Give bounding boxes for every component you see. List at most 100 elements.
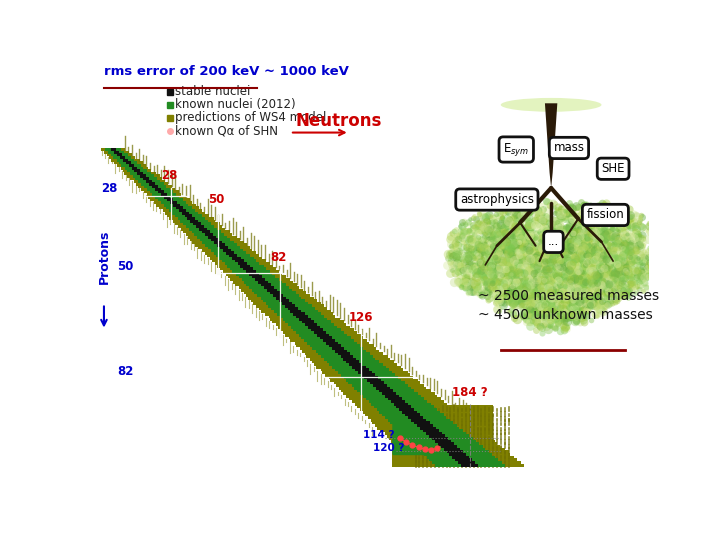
- Bar: [169, 209, 195, 212]
- Bar: [407, 456, 514, 459]
- Bar: [217, 244, 225, 247]
- Bar: [333, 381, 420, 384]
- Bar: [181, 227, 225, 231]
- Bar: [183, 222, 211, 225]
- Bar: [261, 296, 302, 300]
- Bar: [405, 413, 420, 416]
- Text: predictions of WS4 model: predictions of WS4 model: [175, 111, 327, 124]
- Bar: [395, 442, 497, 446]
- Bar: [397, 445, 500, 448]
- Bar: [197, 225, 204, 228]
- Bar: [435, 464, 505, 467]
- Bar: [152, 193, 176, 196]
- Bar: [119, 161, 138, 164]
- Bar: [220, 246, 228, 249]
- Bar: [429, 435, 445, 437]
- Bar: [226, 252, 235, 254]
- Bar: [278, 326, 350, 329]
- Text: rms error of 200 keV ~ 1000 keV: rms error of 200 keV ~ 1000 keV: [104, 65, 348, 78]
- Bar: [441, 445, 457, 448]
- Bar: [255, 278, 265, 281]
- Bar: [107, 153, 132, 157]
- Bar: [228, 275, 287, 279]
- Bar: [164, 204, 189, 207]
- Text: mass: mass: [554, 141, 585, 154]
- Bar: [323, 371, 408, 374]
- Bar: [187, 217, 195, 220]
- Bar: [276, 296, 287, 300]
- Bar: [251, 299, 318, 302]
- Bar: [420, 450, 489, 454]
- Text: 82: 82: [270, 251, 287, 264]
- Bar: [235, 259, 243, 262]
- Bar: [254, 291, 296, 294]
- Bar: [415, 464, 524, 467]
- Bar: [152, 185, 158, 188]
- Bar: [387, 435, 487, 437]
- Bar: [113, 156, 131, 159]
- Bar: [114, 161, 143, 164]
- Bar: [117, 153, 122, 157]
- Bar: [194, 222, 201, 225]
- Bar: [311, 328, 323, 332]
- Bar: [414, 421, 430, 424]
- Bar: [181, 220, 208, 222]
- Bar: [427, 456, 495, 459]
- Bar: [138, 185, 172, 188]
- Bar: [246, 294, 310, 297]
- Bar: [134, 180, 165, 183]
- Bar: [344, 376, 398, 379]
- Bar: [269, 315, 336, 318]
- Bar: [354, 387, 411, 390]
- Bar: [261, 310, 331, 313]
- Bar: [280, 328, 354, 332]
- Bar: [401, 450, 508, 454]
- Text: 28: 28: [161, 169, 177, 182]
- Bar: [312, 360, 394, 363]
- Bar: [364, 376, 378, 379]
- Bar: [147, 193, 181, 196]
- Bar: [374, 406, 434, 408]
- Bar: [238, 262, 247, 265]
- Bar: [252, 288, 292, 292]
- Bar: [399, 448, 505, 451]
- Bar: [214, 241, 222, 244]
- Bar: [204, 244, 238, 247]
- Bar: [165, 212, 205, 215]
- Bar: [305, 339, 354, 342]
- Bar: [155, 195, 179, 199]
- Bar: [187, 235, 237, 239]
- Bar: [264, 286, 274, 289]
- Bar: [141, 188, 175, 191]
- Bar: [175, 222, 220, 225]
- Bar: [194, 233, 224, 236]
- Bar: [265, 313, 333, 315]
- Bar: [462, 464, 478, 467]
- Bar: [222, 249, 231, 252]
- Bar: [375, 424, 474, 427]
- Bar: [449, 453, 466, 456]
- Bar: [244, 291, 306, 294]
- Bar: [241, 278, 279, 281]
- Bar: [367, 379, 381, 382]
- Bar: [452, 456, 469, 459]
- Bar: [168, 217, 214, 220]
- Bar: [283, 318, 328, 321]
- Bar: [417, 424, 433, 427]
- Bar: [372, 418, 467, 422]
- Bar: [384, 432, 483, 435]
- Text: 28: 28: [102, 182, 118, 195]
- Bar: [239, 275, 275, 279]
- Bar: [216, 254, 250, 257]
- Bar: [150, 198, 190, 201]
- Bar: [202, 241, 234, 244]
- Bar: [208, 246, 240, 249]
- Bar: [424, 453, 492, 456]
- Bar: [155, 188, 161, 191]
- Bar: [141, 183, 163, 186]
- Text: astrophysics: astrophysics: [460, 193, 534, 206]
- Bar: [104, 151, 129, 154]
- Bar: [285, 320, 330, 323]
- Bar: [323, 339, 335, 342]
- Bar: [290, 339, 367, 342]
